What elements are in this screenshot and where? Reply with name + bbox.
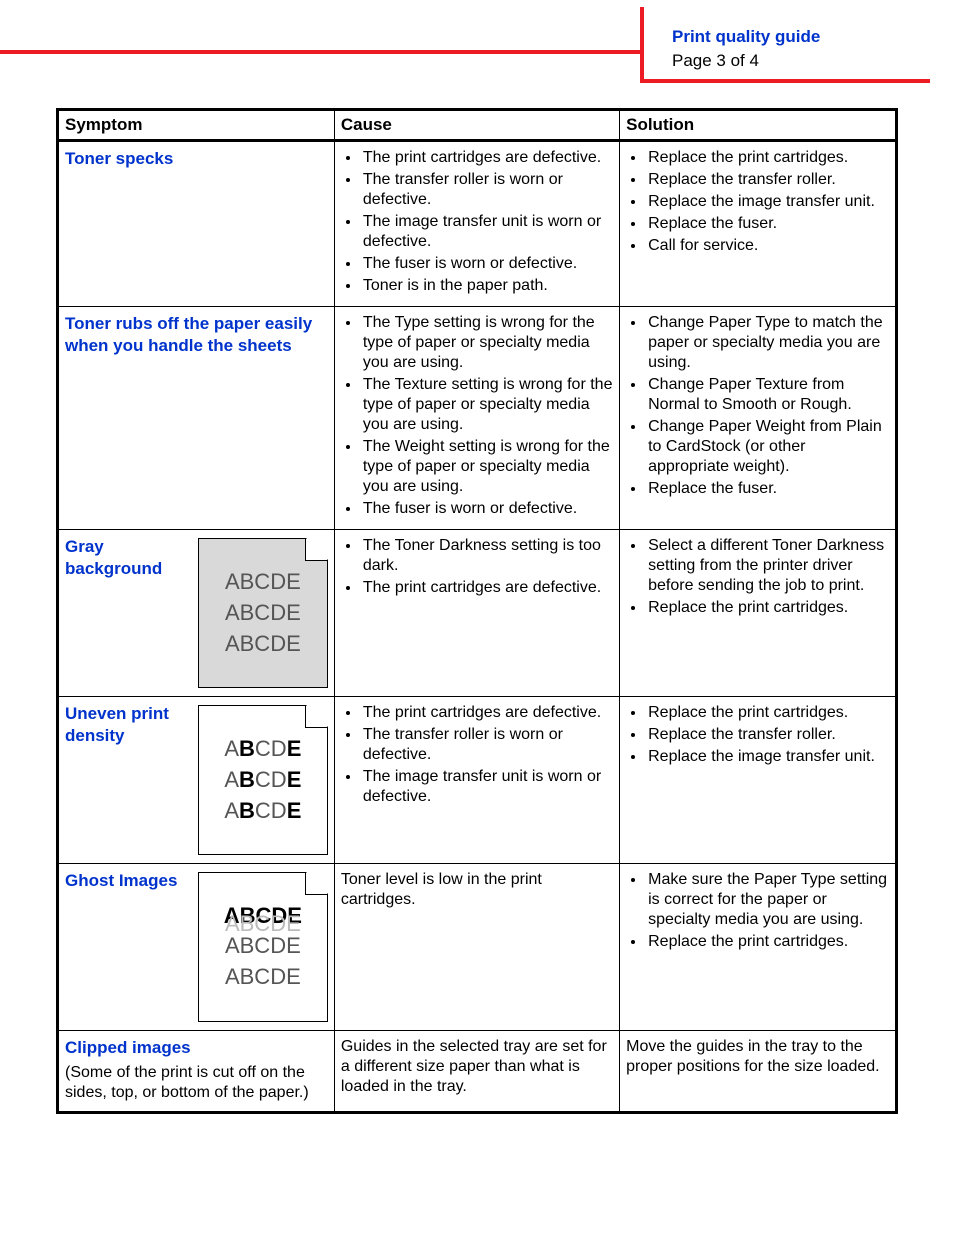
cause-item: The image transfer unit is worn or defec… [361,767,613,807]
symptom-cell: Toner specks [58,141,335,307]
table-row: Gray backgroundABCDEABCDEABCDEThe Toner … [58,530,897,697]
cause-item: The Texture setting is wrong for the typ… [361,375,613,435]
col-header-solution: Solution [620,110,897,141]
sample-page-icon: ABCDEABCDEABCDEABCDE [198,872,328,1022]
solution-item: Select a different Toner Darkness settin… [646,536,889,596]
symptom-subtitle: (Some of the print is cut off on the sid… [65,1063,328,1103]
solution-item: Replace the print cartridges. [646,703,889,723]
symptom-title: Gray background [65,537,162,578]
cause-item: The transfer roller is worn or defective… [361,170,613,210]
symptom-cell: Uneven print density ABCDEABCDEABCDE [58,697,335,864]
cause-cell: Toner level is low in the print cartridg… [334,864,619,1031]
table-row: Uneven print densityABCDEABCDEABCDEThe p… [58,697,897,864]
cause-item: The print cartridges are defective. [361,578,613,598]
sample-page-icon: ABCDEABCDEABCDE [198,705,328,855]
solution-item: Replace the fuser. [646,479,889,499]
cause-cell: Guides in the selected tray are set for … [334,1031,619,1113]
solution-item: Call for service. [646,236,889,256]
solution-cell: Move the guides in the tray to the prope… [620,1031,897,1113]
solution-item: Replace the print cartridges. [646,932,889,952]
solution-cell: Replace the print cartridges.Replace the… [620,697,897,864]
solution-item: Replace the fuser. [646,214,889,234]
solution-item: Replace the image transfer unit. [646,747,889,767]
cause-item: The print cartridges are defective. [361,703,613,723]
cause-item: The image transfer unit is worn or defec… [361,212,613,252]
page-header: Print quality guide Page 3 of 4 [0,0,954,58]
symptom-cell: Toner rubs off the paper easily when you… [58,307,335,530]
col-header-cause: Cause [334,110,619,141]
troubleshooting-table: Symptom Cause Solution Toner specks The p… [56,108,898,1114]
solution-item: Change Paper Type to match the paper or … [646,313,889,373]
symptom-title: Clipped images [65,1038,191,1057]
symptom-title: Ghost Images [65,871,177,890]
cause-item: The transfer roller is worn or defective… [361,725,613,765]
solution-cell: Make sure the Paper Type setting is corr… [620,864,897,1031]
cause-item: The Weight setting is wrong for the type… [361,437,613,497]
header-rule [0,50,640,54]
cause-item: The fuser is worn or defective. [361,499,613,519]
symptom-title: Toner rubs off the paper easily when you… [65,314,312,355]
symptom-cell: Gray background ABCDEABCDEABCDE [58,530,335,697]
symptom-title: Toner specks [65,149,173,168]
solution-item: Replace the print cartridges. [646,598,889,618]
solution-item: Replace the transfer roller. [646,725,889,745]
symptom-title: Uneven print density [65,704,169,745]
cause-item: Toner is in the paper path. [361,276,613,296]
table-row: Ghost Images ABCDEABCDEABCDEABCDEToner le… [58,864,897,1031]
symptom-cell: Ghost Images ABCDEABCDEABCDEABCDE [58,864,335,1031]
solution-item: Change Paper Texture from Normal to Smoo… [646,375,889,415]
symptom-cell: Clipped images (Some of the print is cut … [58,1031,335,1113]
solution-item: Change Paper Weight from Plain to CardSt… [646,417,889,477]
cause-item: The Toner Darkness setting is too dark. [361,536,613,576]
table-row: Toner rubs off the paper easily when you… [58,307,897,530]
cause-item: The fuser is worn or defective. [361,254,613,274]
page-number: Page 3 of 4 [672,51,930,71]
header-title-box: Print quality guide Page 3 of 4 [640,7,930,83]
solution-item: Replace the print cartridges. [646,148,889,168]
solution-item: Replace the image transfer unit. [646,192,889,212]
cause-cell: The Toner Darkness setting is too dark.T… [334,530,619,697]
sample-page-icon: ABCDEABCDEABCDE [198,538,328,688]
guide-title: Print quality guide [672,27,930,47]
cause-cell: The Type setting is wrong for the type o… [334,307,619,530]
solution-cell: Change Paper Type to match the paper or … [620,307,897,530]
cause-item: The Type setting is wrong for the type o… [361,313,613,373]
solution-cell: Replace the print cartridges.Replace the… [620,141,897,307]
solution-item: Make sure the Paper Type setting is corr… [646,870,889,930]
cause-cell: The print cartridges are defective.The t… [334,697,619,864]
solution-cell: Select a different Toner Darkness settin… [620,530,897,697]
table-row: Toner specks The print cartridges are def… [58,141,897,307]
table-row: Clipped images (Some of the print is cut … [58,1031,897,1113]
cause-cell: The print cartridges are defective.The t… [334,141,619,307]
solution-item: Replace the transfer roller. [646,170,889,190]
col-header-symptom: Symptom [58,110,335,141]
cause-item: The print cartridges are defective. [361,148,613,168]
